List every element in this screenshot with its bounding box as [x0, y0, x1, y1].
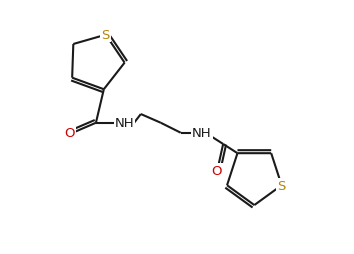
Text: O: O — [64, 127, 75, 140]
Text: S: S — [102, 29, 110, 42]
Text: NH: NH — [192, 127, 212, 140]
Text: S: S — [278, 179, 286, 192]
Text: O: O — [212, 164, 222, 177]
Text: NH: NH — [115, 117, 135, 130]
